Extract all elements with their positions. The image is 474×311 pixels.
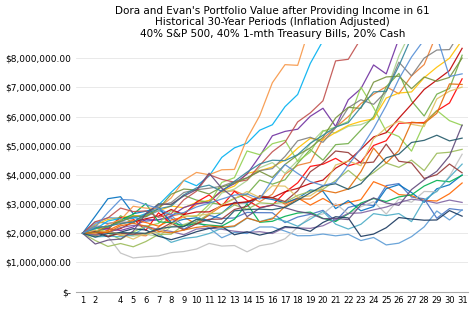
- Title: Dora and Evan's Portfolio Value after Providing Income in 61
Historical 30-Year : Dora and Evan's Portfolio Value after Pr…: [115, 6, 429, 39]
